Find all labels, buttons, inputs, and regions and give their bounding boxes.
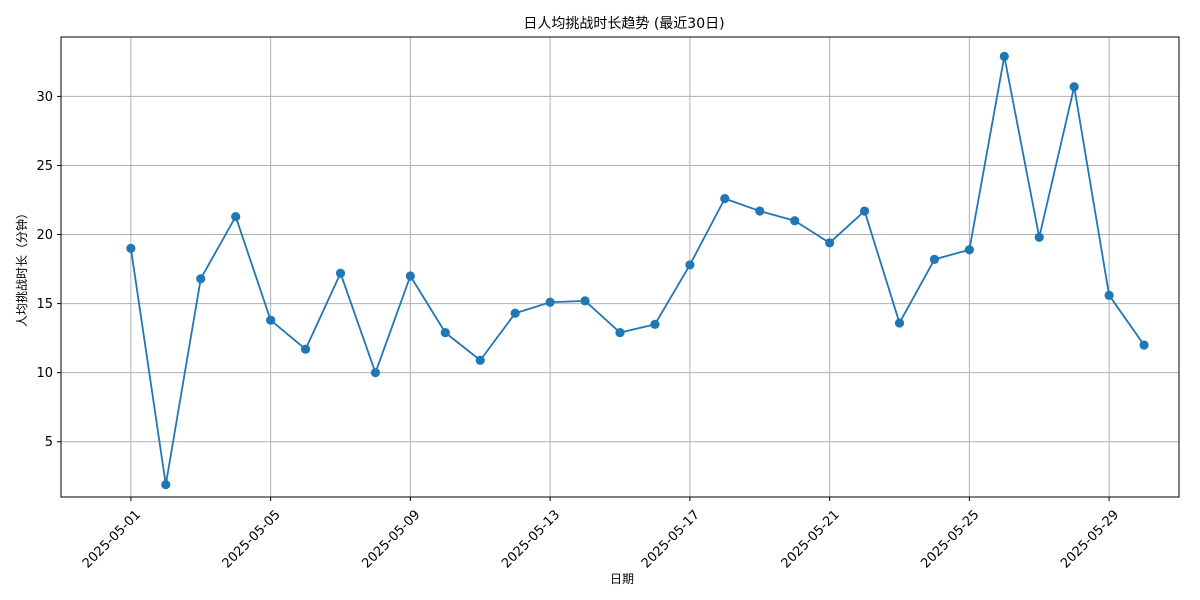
data-point bbox=[300, 344, 311, 354]
data-point bbox=[405, 271, 415, 281]
data-point bbox=[231, 211, 241, 222]
data-point bbox=[580, 296, 590, 306]
data-point bbox=[126, 243, 136, 253]
series-line bbox=[129, 55, 1145, 486]
data-point bbox=[1139, 340, 1149, 350]
data-point bbox=[1069, 82, 1079, 92]
y-tick-label: 15 bbox=[36, 297, 53, 312]
data-point bbox=[510, 308, 520, 318]
data-point bbox=[370, 368, 381, 378]
data-point bbox=[615, 328, 625, 338]
data-point bbox=[720, 194, 730, 204]
grid-lines bbox=[61, 37, 1179, 497]
data-point bbox=[545, 297, 555, 307]
data-point bbox=[1034, 232, 1044, 242]
series-line-layer bbox=[129, 55, 1145, 486]
y-tick-label: 30 bbox=[36, 90, 53, 105]
y-tick-label: 5 bbox=[45, 435, 53, 450]
data-point bbox=[196, 274, 206, 284]
data-point bbox=[1104, 290, 1114, 300]
data-point bbox=[755, 206, 765, 216]
x-axis-label: 日期 bbox=[610, 572, 634, 586]
chart-title: 日人均挑战时长趋势 (最近30日) bbox=[523, 16, 724, 32]
data-point bbox=[929, 254, 940, 265]
data-point bbox=[894, 318, 905, 328]
data-point bbox=[266, 315, 276, 325]
data-point bbox=[161, 479, 171, 490]
data-point bbox=[335, 268, 346, 278]
data-point bbox=[650, 319, 660, 329]
y-tick-label: 20 bbox=[36, 228, 53, 243]
plot-area-frame bbox=[60, 36, 1180, 498]
data-point bbox=[685, 260, 695, 270]
data-point bbox=[825, 238, 835, 248]
data-point bbox=[964, 245, 974, 255]
data-point bbox=[440, 328, 450, 338]
y-axis-label: 人均挑战时长（分钟） bbox=[14, 207, 29, 327]
y-axis-ticks: 5 10 15 20 25 30 bbox=[36, 90, 61, 450]
data-points bbox=[126, 51, 1149, 490]
y-tick-label: 25 bbox=[36, 159, 53, 174]
data-point bbox=[790, 216, 800, 226]
data-point bbox=[999, 51, 1009, 61]
data-point bbox=[859, 206, 870, 216]
data-point bbox=[475, 355, 485, 365]
y-tick-label: 10 bbox=[36, 366, 53, 381]
